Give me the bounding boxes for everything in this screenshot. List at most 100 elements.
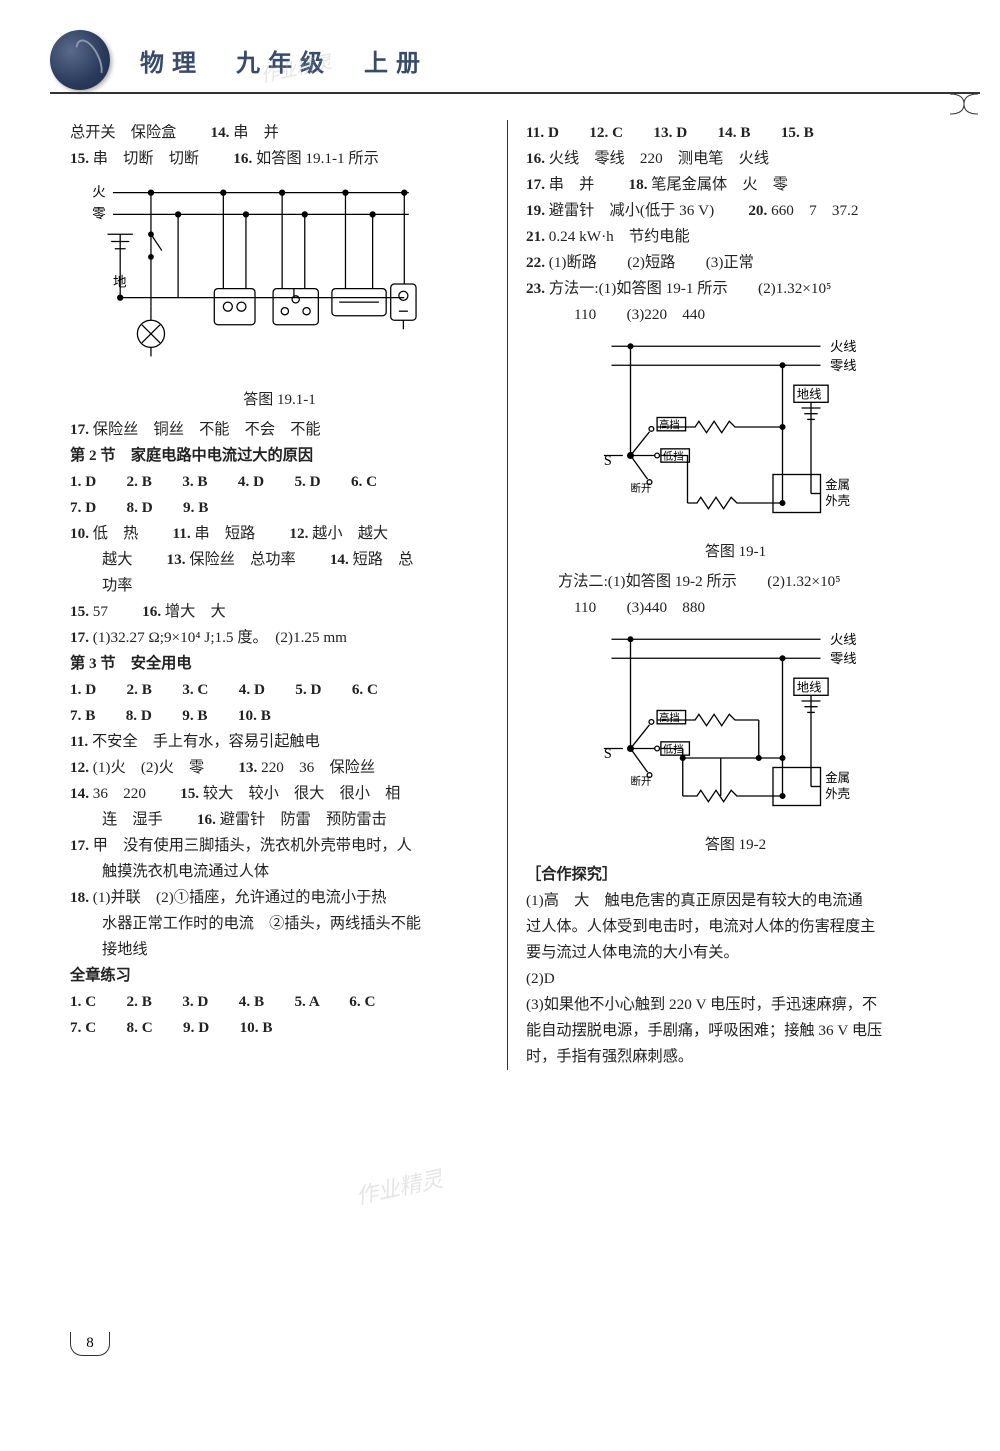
svg-text:高挡: 高挡	[659, 711, 680, 724]
right-column: 11. D 12. C 13. D 14. B 15. B 16. 火线 零线 …	[526, 120, 945, 1070]
item-number: 12.	[70, 759, 89, 776]
answer-text: 串 短路	[194, 525, 285, 542]
text-line: 18. (1)并联 (2)①插座，允许通过的电流小于热	[70, 885, 489, 911]
answer-text: 增大 大	[165, 603, 226, 620]
answer-text: 方法一:(1)如答图 19-1 所示 (2)1.32×10⁵	[549, 280, 832, 297]
text-line: 连 湿手 16. 避雷针 防雷 预防雷击	[70, 807, 489, 833]
answer-text: (1)32.27 Ω;9×10⁴ J;1.5 度。 (2)1.25 mm	[93, 629, 347, 646]
item-number: 12.	[289, 525, 308, 542]
watermark: 作业精灵	[353, 1161, 446, 1211]
page-header: 物理 九年级 上册	[50, 30, 950, 90]
answer-text: 笔尾金属体 火 零	[651, 176, 788, 193]
answer-text: 串 切断 切断	[93, 150, 230, 167]
section-heading: 第 3 节 安全用电	[70, 651, 489, 677]
item-number: 19.	[526, 202, 545, 219]
answer-text: 短路 总	[353, 551, 414, 568]
svg-text:地线: 地线	[797, 388, 822, 402]
answer-text: 越大	[102, 551, 163, 568]
text-line: 19. 避雷针 减小(低于 36 V) 20. 660 7 37.2	[526, 198, 945, 224]
answer-text: 避雷针 减小(低于 36 V)	[549, 202, 745, 219]
svg-text:零线: 零线	[830, 651, 857, 666]
item-number: 15.	[70, 150, 89, 167]
text-line: 10. 低 热 11. 串 短路 12. 越小 越大	[70, 521, 489, 547]
item-number: 13.	[167, 551, 186, 568]
answer-text: 甲 没有使用三脚插头，洗衣机外壳带电时，人	[93, 837, 412, 854]
answer-text: 越小 越大	[312, 525, 388, 542]
item-number: 13.	[238, 759, 257, 776]
text-line: 17. 保险丝 铜丝 不能 不会 不能	[70, 417, 489, 443]
fire-label: 火	[92, 184, 106, 199]
item-number: 16.	[526, 150, 545, 167]
text-line: 能自动摆脱电源，手剧痛，呼吸困难；接触 36 V 电压	[526, 1018, 945, 1044]
content-area: 总开关 保险盒 14. 串 并 15. 串 切断 切断 16. 如答图 19.1…	[70, 120, 945, 1070]
answer-text: (1)火 (2)火 零	[93, 759, 235, 776]
text-line: 17. 串 并 18. 笔尾金属体 火 零	[526, 172, 945, 198]
svg-text:外壳: 外壳	[825, 787, 850, 801]
item-number: 10.	[70, 525, 89, 542]
item-number: 16.	[233, 150, 252, 167]
page-title: 物理 九年级 上册	[140, 43, 428, 78]
answer-text: 660 7 37.2	[771, 202, 858, 219]
page-number: 8	[70, 1332, 110, 1356]
text-line: (3)如果他不小心触到 220 V 电压时，手迅速麻痹，不	[526, 992, 945, 1018]
text-line: 15. 串 切断 切断 16. 如答图 19.1-1 所示	[70, 146, 489, 172]
answer-text: 串 并	[549, 176, 625, 193]
text-line: 总开关 保险盒 14. 串 并	[70, 120, 489, 146]
answer-text: 0.24 kW·h 节约电能	[549, 228, 690, 245]
answer-row: 1. C 2. B 3. D 4. B 5. A 6. C	[70, 989, 489, 1015]
answer-text: 220 36 保险丝	[261, 759, 375, 776]
item-number: 11.	[70, 733, 88, 750]
section-heading: 第 2 节 家庭电路中电流过大的原因	[70, 443, 489, 469]
item-number: 17.	[70, 421, 89, 438]
text-line: 越大 13. 保险丝 总功率 14. 短路 总	[70, 547, 489, 573]
text-line: 17. (1)32.27 Ω;9×10⁴ J;1.5 度。 (2)1.25 mm	[70, 625, 489, 651]
header-rule	[50, 92, 980, 94]
header-curl-icon	[950, 92, 980, 116]
globe-icon	[50, 30, 110, 90]
circuit-diagram-19-1: 火线 零线 地线 S	[526, 332, 906, 522]
svg-text:地线: 地线	[797, 681, 822, 695]
item-number: 17.	[70, 837, 89, 854]
answer-text: 36 220	[93, 785, 177, 802]
item-number: 15.	[180, 785, 199, 802]
answer-text: 连 湿手	[102, 811, 193, 828]
left-column: 总开关 保险盒 14. 串 并 15. 串 切断 切断 16. 如答图 19.1…	[70, 120, 489, 1070]
text-line: 过人体。人体受到电击时，电流对人体的伤害程度主	[526, 914, 945, 940]
item-number: 14.	[210, 124, 229, 141]
answer-row: 7. B 8. D 9. B 10. B	[70, 703, 489, 729]
item-number: 11.	[173, 525, 191, 542]
zero-label: 零	[92, 206, 106, 221]
answer-row: 7. C 8. C 9. D 10. B	[70, 1015, 489, 1041]
answer-text: 串 并	[233, 124, 279, 141]
text-line: 17. 甲 没有使用三脚插头，洗衣机外壳带电时，人	[70, 833, 489, 859]
text-line: 110 (3)220 440	[526, 302, 945, 328]
svg-text:金属: 金属	[825, 477, 850, 492]
column-divider	[507, 120, 508, 1070]
item-number: 21.	[526, 228, 545, 245]
text-line: (1)高 大 触电危害的真正原因是有较大的电流通	[526, 888, 945, 914]
answer-text: 火线 零线 220 测电笔 火线	[549, 150, 769, 167]
item-number: 20.	[748, 202, 767, 219]
text-line: 时，手指有强烈麻刺感。	[526, 1044, 945, 1070]
item-number: 17.	[70, 629, 89, 646]
answer-row: 1. D 2. B 3. C 4. D 5. D 6. C	[70, 677, 489, 703]
svg-text:火线: 火线	[830, 339, 857, 354]
text-line: 功率	[70, 573, 489, 599]
item-number: 14.	[330, 551, 349, 568]
item-number: 23.	[526, 280, 545, 297]
svg-text:外壳: 外壳	[825, 494, 850, 508]
figure-label: 答图 19.1-1	[70, 387, 489, 413]
section-heading: ［合作探究］	[526, 862, 945, 888]
circuit-diagram-19-2: 火线 零线 地线 S	[526, 625, 906, 815]
answer-text: 如答图 19.1-1 所示	[256, 150, 379, 167]
item-number: 16.	[197, 811, 216, 828]
svg-text:断开: 断开	[631, 482, 652, 495]
text-line: 16. 火线 零线 220 测电笔 火线	[526, 146, 945, 172]
answer-text: 不安全 手上有水，容易引起触电	[92, 733, 320, 750]
answer-text: 保险丝 总功率	[189, 551, 326, 568]
item-number: 22.	[526, 254, 545, 271]
item-number: 15.	[70, 603, 89, 620]
answer-text: (1)并联 (2)①插座，允许通过的电流小于热	[93, 889, 387, 906]
item-number: 14.	[70, 785, 89, 802]
answer-text: 保险丝 铜丝 不能 不会 不能	[93, 421, 321, 438]
